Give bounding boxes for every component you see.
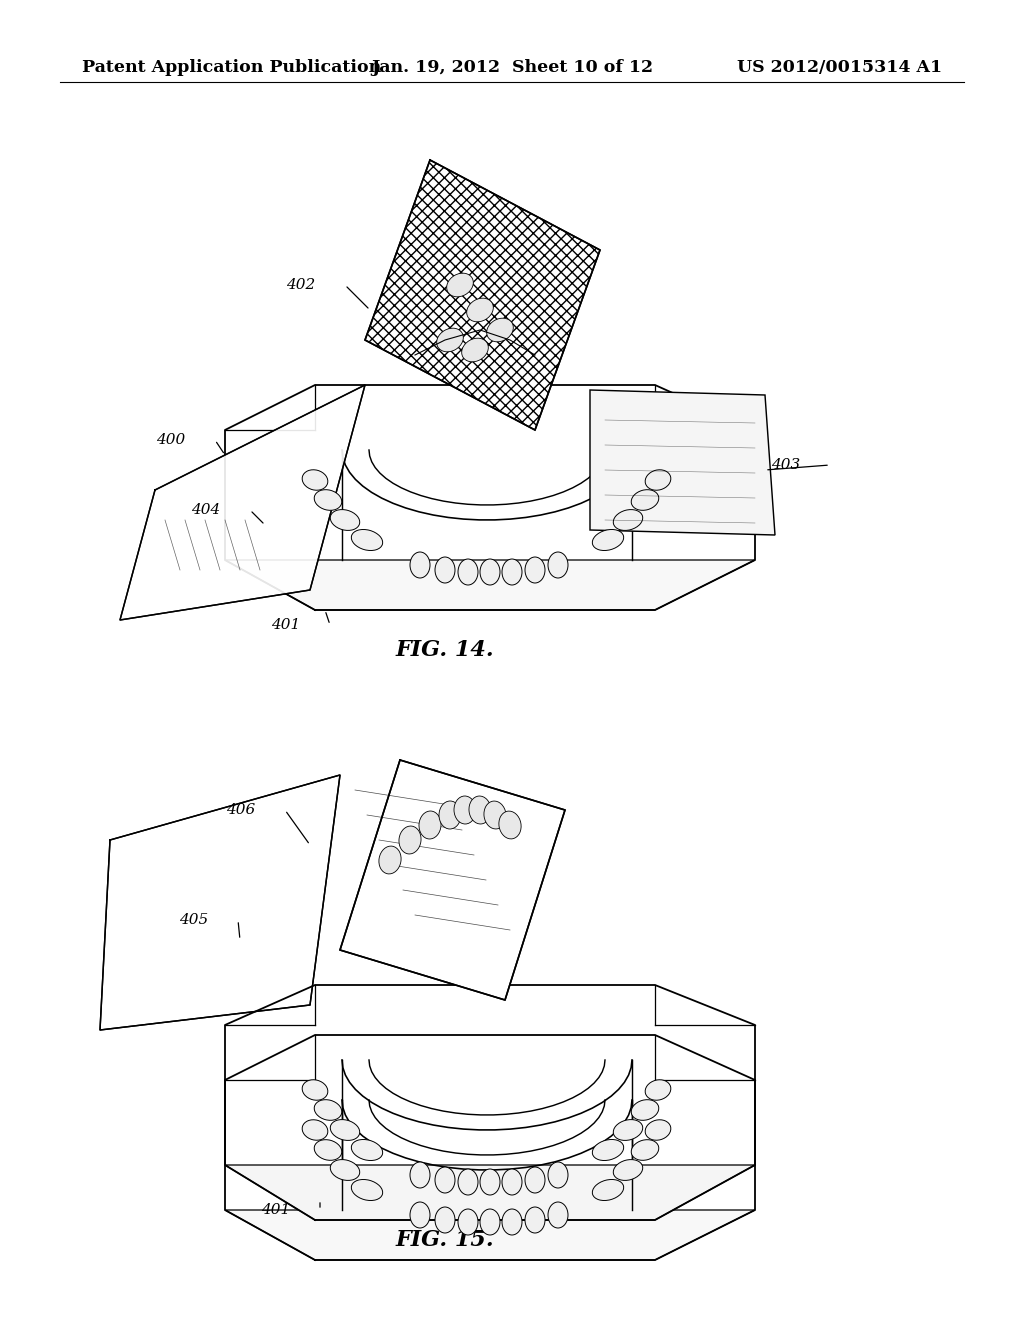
Ellipse shape bbox=[331, 1159, 359, 1180]
Ellipse shape bbox=[410, 1162, 430, 1188]
Ellipse shape bbox=[592, 529, 624, 550]
Ellipse shape bbox=[499, 810, 521, 840]
Ellipse shape bbox=[399, 826, 421, 854]
Ellipse shape bbox=[613, 1159, 643, 1180]
Text: 401: 401 bbox=[261, 1203, 290, 1217]
Ellipse shape bbox=[410, 552, 430, 578]
Polygon shape bbox=[120, 385, 365, 620]
Ellipse shape bbox=[592, 1180, 624, 1200]
Text: US 2012/0015314 A1: US 2012/0015314 A1 bbox=[737, 59, 942, 77]
Text: 402: 402 bbox=[286, 279, 315, 292]
Ellipse shape bbox=[525, 1206, 545, 1233]
Polygon shape bbox=[590, 389, 775, 535]
Ellipse shape bbox=[331, 510, 359, 531]
Ellipse shape bbox=[302, 1080, 328, 1101]
Text: 401: 401 bbox=[270, 618, 300, 632]
Ellipse shape bbox=[458, 558, 478, 585]
Ellipse shape bbox=[502, 1170, 522, 1195]
Ellipse shape bbox=[331, 1119, 359, 1140]
Ellipse shape bbox=[631, 1139, 658, 1160]
Ellipse shape bbox=[314, 490, 342, 511]
Ellipse shape bbox=[645, 1080, 671, 1101]
Text: 404: 404 bbox=[190, 503, 220, 517]
Text: 400: 400 bbox=[156, 433, 185, 447]
Ellipse shape bbox=[436, 329, 463, 352]
Ellipse shape bbox=[410, 1203, 430, 1228]
Ellipse shape bbox=[631, 490, 658, 511]
Ellipse shape bbox=[645, 1119, 671, 1140]
Ellipse shape bbox=[419, 810, 441, 840]
Ellipse shape bbox=[645, 470, 671, 490]
Ellipse shape bbox=[314, 1139, 342, 1160]
Ellipse shape bbox=[454, 796, 476, 824]
Polygon shape bbox=[100, 775, 340, 1030]
Ellipse shape bbox=[525, 1167, 545, 1193]
Ellipse shape bbox=[484, 801, 506, 829]
Text: Jan. 19, 2012  Sheet 10 of 12: Jan. 19, 2012 Sheet 10 of 12 bbox=[371, 59, 653, 77]
Ellipse shape bbox=[592, 1139, 624, 1160]
Ellipse shape bbox=[302, 1119, 328, 1140]
Ellipse shape bbox=[548, 552, 568, 578]
Polygon shape bbox=[225, 1166, 755, 1220]
Ellipse shape bbox=[458, 1170, 478, 1195]
Text: FIG. 15.: FIG. 15. bbox=[395, 1229, 495, 1251]
Text: 406: 406 bbox=[225, 803, 255, 817]
Text: Patent Application Publication: Patent Application Publication bbox=[82, 59, 381, 77]
Ellipse shape bbox=[314, 1100, 342, 1121]
Ellipse shape bbox=[379, 846, 401, 874]
Ellipse shape bbox=[439, 801, 461, 829]
Ellipse shape bbox=[613, 1119, 643, 1140]
Ellipse shape bbox=[631, 1100, 658, 1121]
Ellipse shape bbox=[613, 510, 643, 531]
Ellipse shape bbox=[458, 1209, 478, 1236]
Polygon shape bbox=[225, 560, 755, 610]
Text: FIG. 14.: FIG. 14. bbox=[395, 639, 495, 661]
Ellipse shape bbox=[480, 1170, 500, 1195]
Ellipse shape bbox=[351, 529, 383, 550]
Ellipse shape bbox=[302, 470, 328, 490]
Ellipse shape bbox=[351, 1180, 383, 1200]
Ellipse shape bbox=[446, 273, 473, 297]
Ellipse shape bbox=[469, 796, 492, 824]
Polygon shape bbox=[365, 160, 600, 430]
Ellipse shape bbox=[480, 558, 500, 585]
Ellipse shape bbox=[548, 1162, 568, 1188]
Polygon shape bbox=[225, 1210, 755, 1261]
Ellipse shape bbox=[435, 1206, 455, 1233]
Ellipse shape bbox=[462, 338, 488, 362]
Ellipse shape bbox=[525, 557, 545, 583]
Ellipse shape bbox=[486, 318, 513, 342]
Ellipse shape bbox=[480, 1209, 500, 1236]
Text: 405: 405 bbox=[179, 913, 208, 927]
Text: 403: 403 bbox=[771, 458, 800, 473]
Ellipse shape bbox=[502, 1209, 522, 1236]
Ellipse shape bbox=[351, 1139, 383, 1160]
Polygon shape bbox=[340, 760, 565, 1001]
Ellipse shape bbox=[502, 558, 522, 585]
Ellipse shape bbox=[435, 557, 455, 583]
Ellipse shape bbox=[435, 1167, 455, 1193]
Ellipse shape bbox=[467, 298, 494, 322]
Ellipse shape bbox=[548, 1203, 568, 1228]
